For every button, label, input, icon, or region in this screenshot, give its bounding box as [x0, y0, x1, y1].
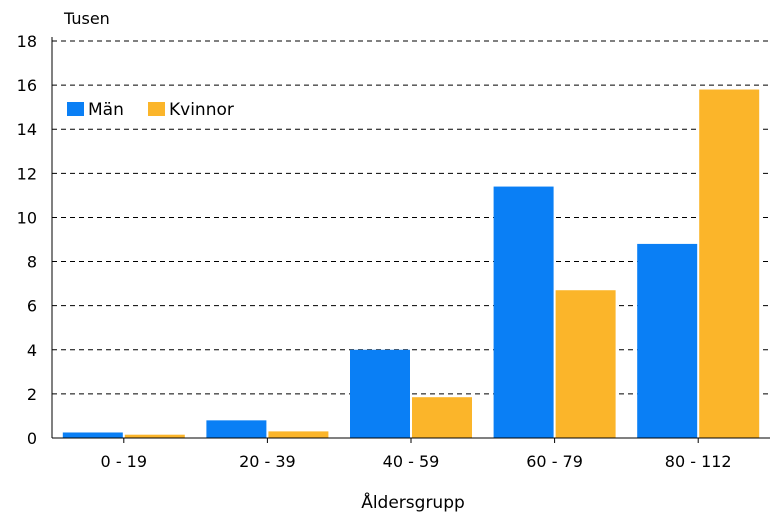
x-tick-label: 80 - 112 — [665, 452, 732, 471]
bars — [62, 89, 760, 439]
y-tick-label: 14 — [17, 120, 37, 139]
x-tick-label: 60 - 79 — [526, 452, 583, 471]
bar-man-0 — [62, 432, 123, 438]
legend: Män Kvinnor — [67, 100, 234, 120]
y-tick-labels: 0 2 4 6 8 10 12 14 16 18 — [17, 32, 37, 448]
y-tick-label: 10 — [17, 208, 37, 227]
x-tick-labels: 0 - 19 20 - 39 40 - 59 60 - 79 80 - 112 — [101, 438, 732, 471]
y-tick-label: 6 — [27, 297, 37, 316]
bar-kvinnor-0 — [124, 434, 185, 438]
y-tick-label: 4 — [27, 341, 37, 360]
bar-man-2 — [350, 349, 410, 438]
x-axis-label: Åldersgrupp — [361, 491, 465, 513]
legend-swatch-kvinnor — [148, 102, 165, 116]
legend-label-man: Män — [88, 100, 124, 120]
legend-label-kvinnor: Kvinnor — [169, 100, 234, 120]
x-tick-label: 40 - 59 — [383, 452, 440, 471]
y-unit-label: Tusen — [63, 9, 110, 28]
bar-man-3 — [493, 186, 554, 438]
legend-swatch-man — [67, 102, 84, 116]
bar-man-1 — [206, 420, 267, 438]
y-tick-label: 2 — [27, 385, 37, 404]
bar-kvinnor-2 — [412, 397, 472, 438]
y-tick-label: 0 — [27, 429, 37, 448]
bar-kvinnor-3 — [555, 290, 616, 438]
y-tick-label: 12 — [17, 164, 37, 183]
y-tick-label: 8 — [27, 253, 37, 272]
y-tick-label: 18 — [17, 32, 37, 51]
bar-kvinnor-4 — [699, 89, 760, 439]
y-tick-label: 16 — [17, 76, 37, 95]
x-tick-label: 20 - 39 — [239, 452, 296, 471]
x-tick-label: 0 - 19 — [101, 452, 147, 471]
bar-man-4 — [637, 243, 698, 438]
bar-kvinnor-1 — [268, 431, 329, 438]
